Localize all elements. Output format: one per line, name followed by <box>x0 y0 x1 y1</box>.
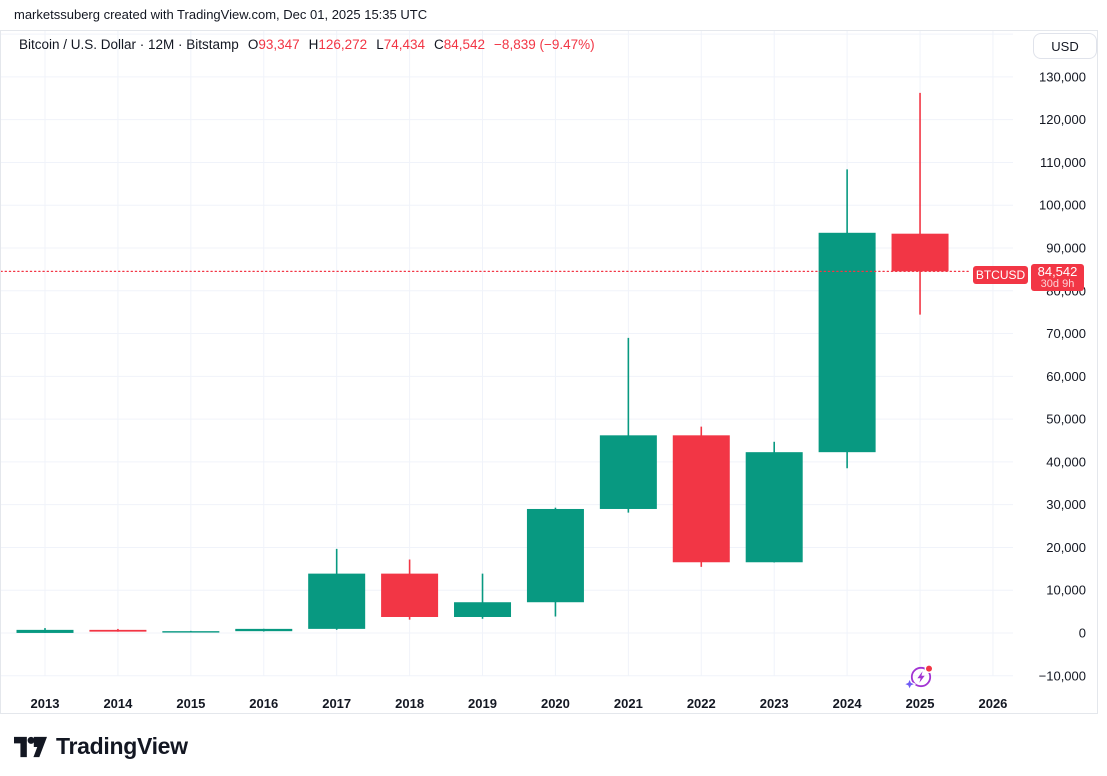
time-tick-label: 2018 <box>395 696 424 711</box>
price-tick-label: 110,000 <box>1040 155 1086 170</box>
ohlc-close: C84,542 <box>434 37 486 52</box>
candle-body-2016 <box>235 628 293 632</box>
time-tick-label: 2019 <box>468 696 497 711</box>
candle-body-2015 <box>162 631 220 633</box>
time-tick-label: 2017 <box>322 696 351 711</box>
time-tick-label: 2020 <box>541 696 570 711</box>
price-tick-label: 130,000 <box>1039 69 1086 84</box>
price-tick-label: 0 <box>1079 626 1086 641</box>
attribution-text: marketssuberg created with TradingView.c… <box>14 7 428 22</box>
sparkle-star-icon <box>902 677 917 691</box>
candle-body-2014 <box>89 629 147 632</box>
ticker-price-flag[interactable]: BTCUSD <box>973 266 1028 284</box>
notification-dot <box>926 665 932 672</box>
price-tick-label: 100,000 <box>1039 198 1086 213</box>
attribution-bar: marketssuberg created with TradingView.c… <box>0 0 1107 30</box>
time-tick-label: 2023 <box>760 696 789 711</box>
time-tick-label: 2014 <box>103 696 133 711</box>
spark-circle <box>910 666 932 688</box>
chart-region: 130,000120,000110,000100,00090,00080,000… <box>0 30 1098 714</box>
candle-body-2023 <box>745 452 803 563</box>
time-tick-label: 2015 <box>176 696 205 711</box>
price-tick-label: 50,000 <box>1046 412 1086 427</box>
price-tick-label: 20,000 <box>1046 540 1086 555</box>
candle-body-2022 <box>672 435 730 563</box>
time-tick-label: 2026 <box>978 696 1007 711</box>
currency-button[interactable]: USD <box>1033 33 1097 59</box>
candle-body-2017 <box>308 573 366 629</box>
time-tick-label: 2021 <box>614 696 643 711</box>
candle-body-2021 <box>599 435 657 509</box>
tradingview-logo-text: TradingView <box>56 733 188 759</box>
spark-events-icon[interactable] <box>902 660 936 694</box>
symbol-title: Bitcoin / U.S. Dollar · 12M · Bitstamp <box>19 37 239 52</box>
time-tick-label: 2025 <box>906 696 935 711</box>
candle-body-2025 <box>891 233 949 272</box>
price-tick-label: 90,000 <box>1046 241 1086 256</box>
time-tick-label: 2013 <box>31 696 60 711</box>
lightning-bolt-icon <box>917 671 925 683</box>
ohlc-high: H126,272 <box>308 37 368 52</box>
candle-body-2024 <box>818 232 876 453</box>
time-tick-label: 2016 <box>249 696 278 711</box>
bar-countdown: 30d 9h <box>1040 278 1075 290</box>
ohlc-open: O93,347 <box>247 37 300 52</box>
price-tick-label: 40,000 <box>1046 454 1086 469</box>
price-change: −8,839 (−9.47%) <box>494 37 595 52</box>
price-tick-label: −10,000 <box>1039 668 1086 683</box>
candle-body-2019 <box>454 602 512 617</box>
candle-body-2020 <box>526 508 584 603</box>
chart-svg[interactable]: 130,000120,000110,000100,00090,00080,000… <box>1 31 1097 713</box>
bottom-bar: TradingView <box>0 714 1107 776</box>
price-tick-label: 10,000 <box>1046 583 1086 598</box>
symbol-header: Bitcoin / U.S. Dollar · 12M · Bitstamp O9… <box>19 36 595 54</box>
last-price-axis-label[interactable]: 84,542 30d 9h <box>1031 264 1084 291</box>
ohlc-low: L74,434 <box>376 37 425 52</box>
price-tick-label: 60,000 <box>1046 369 1086 384</box>
tradingview-logo[interactable]: TradingView <box>14 733 188 760</box>
price-tick-label: 30,000 <box>1046 497 1086 512</box>
time-tick-label: 2022 <box>687 696 716 711</box>
time-tick-label: 2024 <box>833 696 863 711</box>
candle-body-2018 <box>381 573 439 617</box>
candle-body-2013 <box>16 629 74 633</box>
last-price-value: 84,542 <box>1037 264 1078 279</box>
price-tick-label: 70,000 <box>1046 326 1086 341</box>
price-tick-label: 120,000 <box>1039 112 1086 127</box>
tradingview-logo-mark-icon <box>14 736 47 757</box>
